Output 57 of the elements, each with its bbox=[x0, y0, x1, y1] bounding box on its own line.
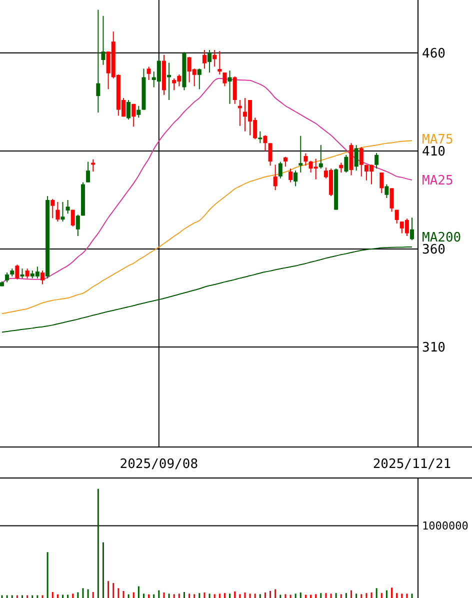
candlestick bbox=[294, 170, 298, 187]
candlestick bbox=[146, 66, 151, 80]
candlestick bbox=[70, 209, 75, 227]
candlestick bbox=[126, 99, 131, 120]
candlestick bbox=[380, 172, 384, 194]
candlestick bbox=[344, 154, 348, 174]
candlestick bbox=[197, 68, 202, 90]
candlestick bbox=[96, 9, 100, 114]
candlestick bbox=[228, 70, 232, 104]
candlestick bbox=[212, 49, 217, 68]
candlestick bbox=[60, 201, 65, 222]
line-series bbox=[2, 140, 412, 314]
candlestick bbox=[218, 50, 222, 75]
candlestick bbox=[394, 209, 399, 224]
candlestick bbox=[50, 198, 55, 219]
candlestick bbox=[101, 15, 106, 66]
candlestick bbox=[304, 152, 308, 166]
candlestick bbox=[136, 105, 141, 118]
candlestick bbox=[278, 161, 282, 179]
candlestick bbox=[359, 146, 364, 177]
candlestick bbox=[5, 272, 10, 283]
candlestick bbox=[288, 168, 293, 183]
candlestick bbox=[91, 158, 96, 172]
x-tick-label: 2025/11/21 bbox=[372, 457, 452, 472]
y-tick-label: 310 bbox=[422, 340, 446, 356]
candlestick bbox=[374, 152, 379, 170]
candlestick bbox=[273, 164, 278, 191]
candlestick bbox=[76, 214, 80, 237]
candlestick bbox=[339, 162, 344, 174]
candlestick bbox=[263, 134, 268, 152]
candlestick bbox=[66, 199, 70, 214]
candlestick bbox=[354, 144, 358, 172]
candlestick bbox=[222, 72, 227, 87]
candlestick bbox=[268, 142, 272, 166]
y-tick-label: 460 bbox=[422, 46, 446, 62]
candlestick bbox=[20, 268, 24, 279]
x-tick-label: 2025/09/08 bbox=[120, 457, 198, 472]
y-tick-label: 360 bbox=[422, 242, 446, 258]
line-series bbox=[2, 246, 412, 333]
candlestick bbox=[40, 270, 44, 285]
series-label: MA25 bbox=[422, 174, 454, 189]
candlestick bbox=[283, 156, 288, 168]
candlestick bbox=[25, 268, 30, 279]
y-tick-label: 1000000 bbox=[422, 520, 468, 533]
candlestick bbox=[15, 264, 20, 280]
candlestick bbox=[86, 161, 90, 183]
candlestick bbox=[298, 135, 303, 174]
candlestick bbox=[132, 103, 136, 128]
candlestick bbox=[208, 49, 212, 74]
candlestick bbox=[390, 188, 394, 212]
y-tick-label: 410 bbox=[422, 144, 446, 160]
candlestick bbox=[232, 76, 237, 104]
candlestick bbox=[410, 217, 414, 241]
candlestick bbox=[202, 49, 206, 70]
candlestick bbox=[384, 184, 389, 199]
candlestick bbox=[258, 130, 262, 144]
candlestick bbox=[56, 201, 60, 222]
